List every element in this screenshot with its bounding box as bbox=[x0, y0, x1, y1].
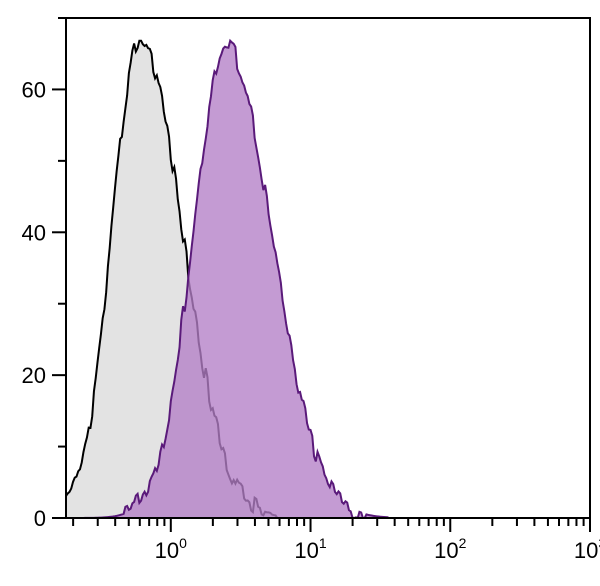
y-tick-label: 40 bbox=[22, 220, 46, 245]
flow-cytometry-histogram: 0204060100101102103 bbox=[0, 0, 600, 586]
chart-container: 0204060100101102103 bbox=[0, 0, 600, 586]
y-tick-label: 0 bbox=[34, 506, 46, 531]
y-tick-label: 60 bbox=[22, 77, 46, 102]
y-tick-label: 20 bbox=[22, 363, 46, 388]
x-tick-label: 103 bbox=[574, 535, 600, 563]
